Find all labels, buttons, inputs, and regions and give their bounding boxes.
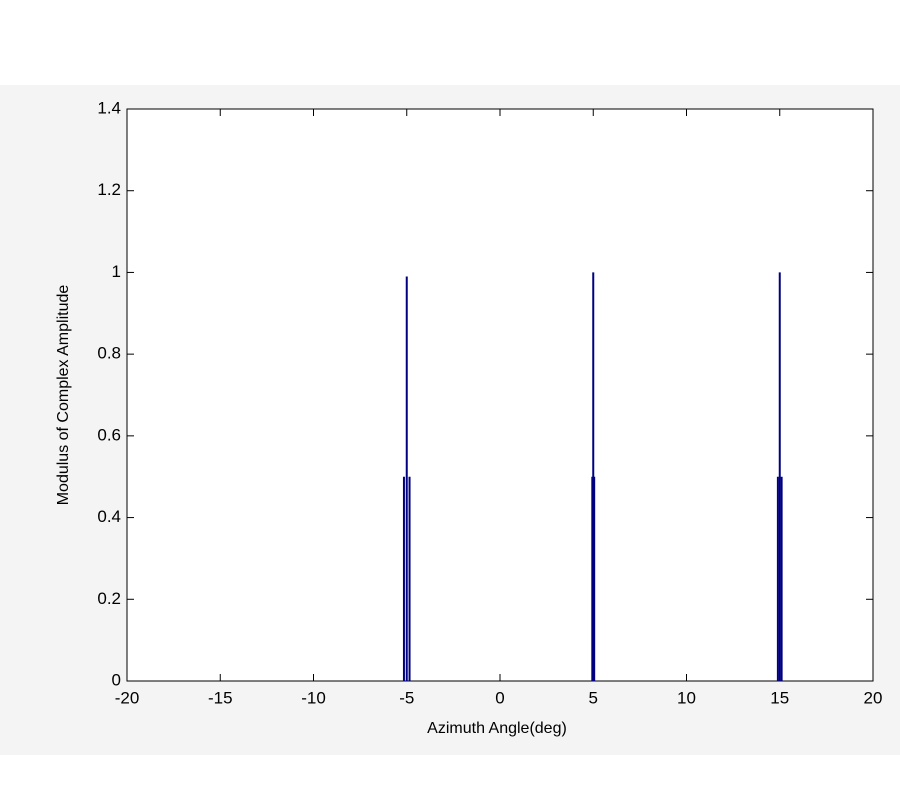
- y-tick-label: 1: [112, 262, 121, 281]
- y-tick-label: 1.4: [97, 98, 121, 117]
- y-tick-label: 0.8: [97, 344, 121, 363]
- x-tick-label: 5: [589, 688, 598, 707]
- y-tick-label: 1.2: [97, 180, 121, 199]
- x-tick-label: 10: [677, 688, 696, 707]
- y-tick-label: 0.4: [97, 507, 121, 526]
- x-tick-label: -5: [399, 688, 414, 707]
- y-tick-label: 0.6: [97, 425, 121, 444]
- x-tick-label: 20: [864, 688, 883, 707]
- x-tick-label: 15: [770, 688, 789, 707]
- y-tick-label: 0: [112, 670, 121, 689]
- axes-box: [126, 108, 874, 682]
- y-axis-label: Modulus of Complex Amplitude: [55, 285, 72, 506]
- x-tick-label: -20: [115, 688, 140, 707]
- x-tick-label: -15: [208, 688, 233, 707]
- x-axis-label: Azimuth Angle(deg): [427, 720, 567, 737]
- x-tick-label: 0: [495, 688, 504, 707]
- y-tick-label: 0.2: [97, 589, 121, 608]
- x-tick-label: -10: [301, 688, 326, 707]
